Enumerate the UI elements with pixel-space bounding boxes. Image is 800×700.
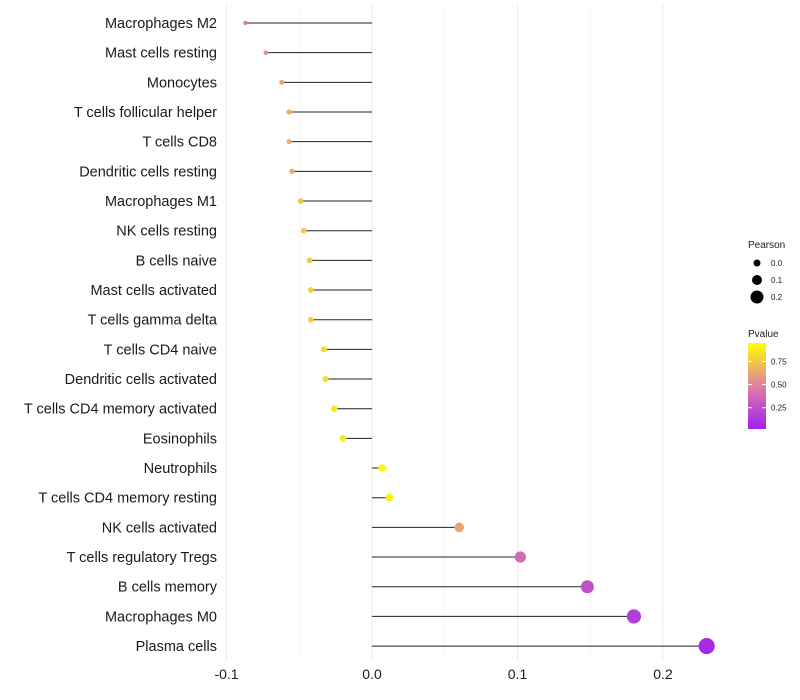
category-label: Mast cells activated [90,283,217,299]
legend-color-label: 0.25 [771,404,787,413]
category-label: Mast cells resting [105,46,217,62]
x-axis-ticks: -0.1 0.0 0.1 0.2 [214,666,673,682]
data-point [454,522,465,533]
data-point [289,168,295,175]
legend-size-key [753,259,761,267]
data-point [286,109,292,115]
data-point [320,346,328,353]
data-point [307,316,314,323]
data-point [698,637,715,655]
category-labels: Macrophages M2 Mast cells resting Monocyte… [24,16,218,655]
category-label: T cells CD4 memory resting [38,491,217,507]
category-label: Macrophages M2 [105,16,217,32]
x-tick-label: 0.1 [508,666,528,682]
category-label: Dendritic cells activated [65,372,217,388]
category-label: Neutrophils [144,461,217,477]
category-label: Macrophages M1 [105,194,217,210]
legend-color-label: 0.50 [771,381,787,390]
data-point [626,609,642,624]
category-label: Macrophages M0 [105,609,217,625]
data-point [297,198,304,204]
data-point [307,287,314,293]
legend-size-label: 0.1 [771,276,783,285]
legend-size-title: Pearson [748,240,785,251]
legend-colorbar [748,343,766,429]
category-label: T cells follicular helper [74,105,217,121]
data-point [322,375,329,383]
data-point [300,227,307,234]
legend-size-key [750,290,764,304]
category-label: Plasma cells [136,639,217,655]
point-layer [243,20,715,655]
x-tick-label: 0.0 [362,666,382,682]
data-point [385,493,394,502]
data-point [286,139,292,145]
legend: Pearson 0.0 0.1 0.2 Pvalue 0.75 0.50 0.25 [748,240,787,429]
category-label: T cells CD4 memory activated [24,402,217,418]
data-point [514,551,527,563]
legend-size-label: 0.2 [771,293,783,302]
data-point [306,257,313,264]
category-label: T cells CD8 [142,135,217,151]
category-label: B cells memory [118,580,218,596]
category-label: B cells naive [136,253,217,269]
data-point [279,79,285,85]
category-label: NK cells activated [102,520,217,536]
legend-color-label: 0.75 [771,357,787,366]
stem-layer [245,22,707,647]
x-tick-label: -0.1 [214,666,238,682]
category-label: T cells CD4 naive [104,342,217,358]
data-point [339,435,347,442]
category-label: Monocytes [147,75,217,91]
category-label: NK cells resting [116,224,217,240]
x-tick-label: 0.2 [653,666,673,682]
legend-size-key [752,275,762,285]
legend-color-title: Pvalue [748,329,779,340]
data-point [330,405,338,412]
data-point [243,20,248,26]
category-label: T cells regulatory Tregs [67,550,217,566]
data-point [378,464,387,472]
legend-size-label: 0.0 [771,259,783,268]
category-label: Dendritic cells resting [79,164,217,180]
grid-layer [226,5,664,660]
data-point [263,50,269,55]
data-point [580,580,594,594]
category-label: T cells gamma delta [88,313,218,329]
category-label: Eosinophils [143,431,217,447]
